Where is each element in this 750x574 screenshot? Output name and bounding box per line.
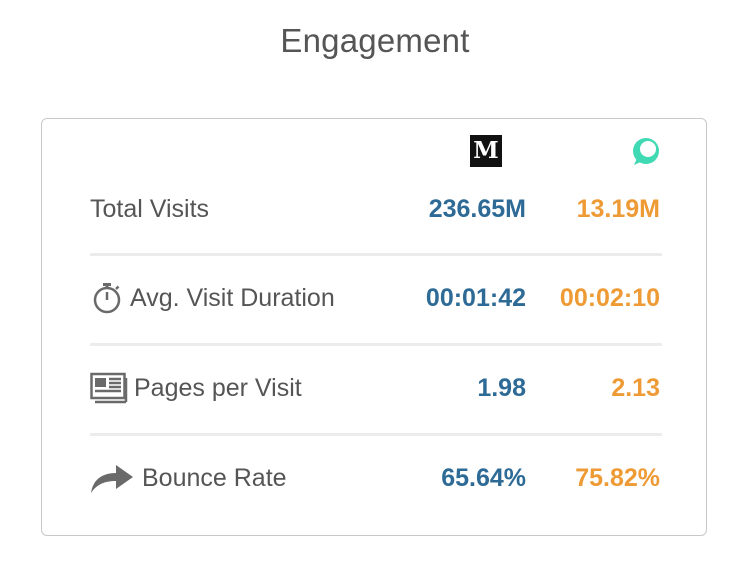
metric-row-bounce-rate: Bounce Rate 65.64% 75.82% bbox=[90, 433, 662, 523]
site-b-value: 13.19M bbox=[576, 195, 660, 223]
row-divider bbox=[90, 253, 662, 256]
site-b-value: 2.13 bbox=[611, 374, 660, 402]
section-title: Engagement bbox=[280, 22, 470, 59]
engagement-card: M Total Visits 236.65M 13.19M bbox=[41, 118, 707, 536]
metric-row-pages-per-visit: Pages per Visit 1.98 2.13 bbox=[90, 343, 662, 433]
site-a-value: 00:01:42 bbox=[425, 284, 526, 312]
site-a-value: 65.64% bbox=[441, 464, 526, 492]
medium-logo-icon: M bbox=[470, 135, 502, 167]
row-divider bbox=[90, 343, 662, 346]
metric-row-avg-visit-duration: Avg. Visit Duration 00:01:42 00:02:10 bbox=[90, 253, 662, 343]
site-b-value: 75.82% bbox=[575, 464, 660, 492]
stopwatch-icon bbox=[90, 281, 124, 315]
share-arrow-icon bbox=[90, 461, 134, 495]
site-b-value: 00:02:10 bbox=[559, 284, 660, 312]
metric-row-total-visits: Total Visits 236.65M 13.19M bbox=[90, 164, 662, 254]
chat-bubble-logo-icon bbox=[629, 135, 661, 167]
metric-label: Total Visits bbox=[90, 194, 210, 223]
row-divider bbox=[90, 433, 662, 436]
metric-label: Avg. Visit Duration bbox=[130, 283, 335, 312]
newspaper-icon bbox=[90, 371, 128, 405]
site-a-value: 236.65M bbox=[428, 195, 526, 223]
metric-label: Bounce Rate bbox=[142, 463, 287, 492]
site-a-value: 1.98 bbox=[477, 374, 526, 402]
metric-label: Pages per Visit bbox=[134, 373, 302, 402]
